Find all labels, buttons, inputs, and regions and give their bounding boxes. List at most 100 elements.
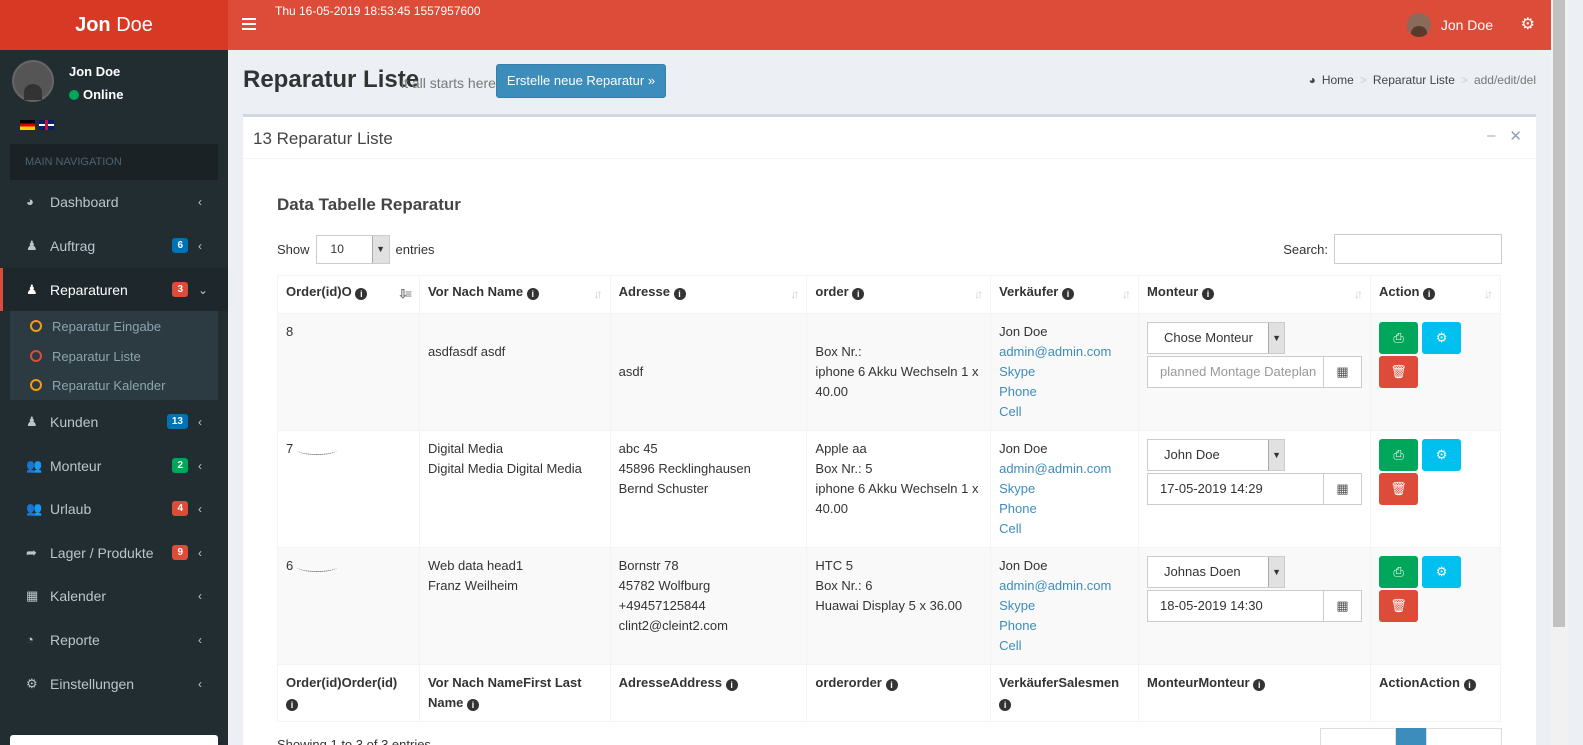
settings-button[interactable]: ⚙ — [1422, 556, 1462, 588]
seller-email-link[interactable]: admin@admin.com — [999, 461, 1112, 476]
sidebar-item-kunden[interactable]: ♟ Kunden 13 ‹ — [0, 400, 228, 443]
calendar-icon[interactable]: ▦ — [1324, 356, 1363, 388]
sidebar-subitem-reparatur-eingabe[interactable]: Reparatur Eingabe — [10, 311, 218, 341]
users-icon: 👥 — [26, 457, 43, 473]
sidebar-avatar — [12, 60, 54, 102]
print-button[interactable]: ⎙ — [1379, 439, 1419, 471]
sort-icon: ↓↑ — [593, 287, 603, 301]
sidebar-bottom-panel — [10, 735, 218, 745]
column-header-name[interactable]: Vor Nach Name i ↓↑ — [418, 275, 611, 314]
user-avatar-icon — [1406, 13, 1431, 37]
seller-phone-link[interactable]: Phone — [999, 618, 1037, 633]
entries-select[interactable]: 10 ▼ — [315, 235, 390, 264]
breadcrumb: ◕ Home > Reparatur Liste > add/edit/del — [1308, 73, 1536, 87]
seller-email-link[interactable]: admin@admin.com — [999, 344, 1112, 359]
sidebar-item-reporte[interactable]: ◔ Reporte ‹ — [0, 618, 228, 661]
column-header-seller[interactable]: Verkäufer i ↓↑ — [990, 275, 1140, 314]
cell-name: Web data head1 Franz Weilheim — [418, 547, 611, 665]
monteur-select[interactable]: John Doe ▼ — [1147, 439, 1286, 471]
column-header-action[interactable]: Action i ↓↑ — [1370, 275, 1501, 314]
print-button[interactable]: ⎙ — [1379, 556, 1419, 588]
seller-cell-link[interactable]: Cell — [999, 638, 1022, 653]
sidebar-item-auftrag[interactable]: ♟ Auftrag 6 ‹ — [0, 224, 228, 267]
online-status: Online — [69, 87, 123, 102]
seller-skype-link[interactable]: Skype — [999, 481, 1036, 496]
column-header-order-id[interactable]: Order(id)O i ⇩≡ — [277, 275, 420, 314]
sidebar-item-monteur[interactable]: 👥 Monteur 2 ‹ — [0, 444, 228, 487]
footer-monteur: MonteurMonteur i — [1138, 664, 1372, 722]
cell-seller: Jon Doe admin@admin.com Skype Phone Cell — [990, 547, 1140, 665]
control-sidebar-gears-icon[interactable]: ⚙ — [1520, 16, 1535, 33]
seller-skype-link[interactable]: Skype — [999, 598, 1036, 613]
online-dot-icon — [69, 89, 79, 100]
sidebar-item-lager-produkte[interactable]: ➦ Lager / Produkte 9 ‹ — [0, 531, 228, 574]
montage-date-input[interactable]: 17-05-2019 14:29 — [1147, 473, 1325, 505]
cell-order-id: 6 — [277, 547, 420, 665]
german-flag-icon[interactable] — [20, 120, 35, 130]
search-input[interactable] — [1334, 234, 1502, 264]
montage-date-input[interactable]: 18-05-2019 14:30 — [1147, 590, 1325, 622]
chevron-down-icon: ▼ — [1268, 440, 1285, 470]
cell-monteur: Johnas Doen ▼ 18-05-2019 14:30 ▦ — [1138, 547, 1372, 665]
sidebar-item-dashboard[interactable]: ◕ Dashboard ‹ — [0, 180, 228, 223]
delete-button[interactable]: 🗑 — [1379, 473, 1419, 505]
english-flag-icon[interactable] — [39, 120, 54, 130]
footer-seller: VerkäuferSalesmen i — [990, 664, 1140, 722]
pagination-previous[interactable] — [1320, 728, 1396, 745]
seller-cell-link[interactable]: Cell — [999, 404, 1022, 419]
nav-header: MAIN NAVIGATION — [10, 144, 218, 180]
sidebar-item-reparaturen[interactable]: ♟ Reparaturen 3 ⌄ — [0, 268, 228, 311]
info-icon: i — [673, 288, 686, 300]
monteur-select[interactable]: Chose Monteur ▼ — [1147, 322, 1286, 354]
footer-action: ActionAction i — [1370, 664, 1501, 722]
chevron-left-icon: ‹ — [198, 545, 202, 560]
new-repair-button[interactable]: Erstelle neue Reparatur » — [496, 64, 666, 98]
calendar-icon[interactable]: ▦ — [1324, 473, 1363, 505]
settings-button[interactable]: ⚙ — [1422, 322, 1462, 354]
seller-email-link[interactable]: admin@admin.com — [999, 578, 1112, 593]
seller-cell-link[interactable]: Cell — [999, 521, 1022, 536]
user-menu[interactable]: Jon Doe — [1406, 13, 1493, 37]
monteur-select[interactable]: Johnas Doen ▼ — [1147, 556, 1286, 588]
sidebar-item-kalender[interactable]: ▦ Kalender ‹ — [0, 574, 228, 617]
footer-order: orderorder i — [806, 664, 992, 722]
sidebar-item-urlaub[interactable]: 👥 Urlaub 4 ‹ — [0, 487, 228, 530]
breadcrumb-repair-list[interactable]: Reparatur Liste — [1372, 73, 1455, 87]
male-icon: ♟ — [26, 237, 38, 253]
sidebar-toggle-icon[interactable] — [242, 15, 256, 33]
scrollbar-thumb[interactable] — [1553, 0, 1565, 627]
cell-monteur: John Doe ▼ 17-05-2019 14:29 ▦ — [1138, 430, 1372, 548]
sort-icon: ↓↑ — [1122, 287, 1131, 301]
seller-skype-link[interactable]: Skype — [999, 364, 1036, 379]
sidebar: Jon Doe Online MAIN NAVIGATION ◕ Dashboa… — [0, 50, 228, 745]
chevron-left-icon: ‹ — [198, 501, 202, 516]
column-header-address[interactable]: Adresse i ↓↑ — [609, 275, 808, 314]
calendar-icon[interactable]: ▦ — [1324, 590, 1363, 622]
seller-phone-link[interactable]: Phone — [999, 384, 1037, 399]
seller-phone-link[interactable]: Phone — [999, 501, 1037, 516]
print-button[interactable]: ⎙ — [1379, 322, 1419, 354]
info-icon: i — [1061, 288, 1074, 300]
delete-button[interactable]: 🗑 — [1379, 590, 1419, 622]
table-search: Search: — [1283, 234, 1502, 264]
montage-date-input[interactable]: planned Montage Dateplan — [1147, 356, 1325, 388]
sort-icon: ↓↑ — [974, 287, 983, 301]
sidebar-item-einstellungen[interactable]: ⚙ Einstellungen ‹ — [0, 662, 228, 705]
pagination-page-current[interactable] — [1396, 728, 1426, 745]
cell-action: ⎙ ⚙ 🗑 — [1370, 313, 1501, 431]
column-header-monteur[interactable]: Monteur i ↓↑ — [1138, 275, 1372, 314]
app-logo[interactable]: Jon Doe — [0, 0, 228, 50]
print-icon: ⎙ — [1393, 447, 1404, 462]
sidebar-user-name: Jon Doe — [69, 64, 121, 79]
breadcrumb-home[interactable]: Home — [1321, 73, 1354, 87]
user-menu-name: Jon Doe — [1440, 17, 1493, 33]
cell-seller: Jon Doe admin@admin.com Skype Phone Cell — [990, 430, 1140, 548]
sidebar-subitem-reparatur-kalender[interactable]: Reparatur Kalender — [10, 370, 218, 400]
sidebar-subitem-reparatur-liste[interactable]: Reparatur Liste — [10, 341, 218, 371]
delete-button[interactable]: 🗑 — [1379, 356, 1419, 388]
column-header-order[interactable]: order i ↓↑ — [806, 275, 992, 314]
settings-button[interactable]: ⚙ — [1422, 439, 1462, 471]
minimize-icon[interactable]: – — [1487, 127, 1496, 144]
close-icon[interactable]: ✕ — [1509, 128, 1522, 145]
pagination-next[interactable] — [1426, 728, 1502, 745]
